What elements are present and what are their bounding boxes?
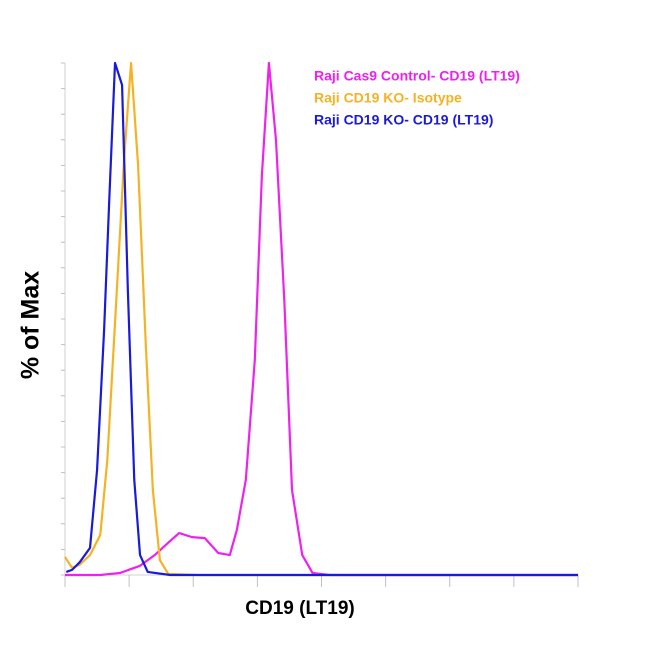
series-line — [64, 61, 578, 577]
x-axis-label: CD19 (LT19) — [245, 598, 354, 619]
legend-entry: Raji CD19 KO- CD19 (LT19) — [314, 112, 493, 128]
y-axis-label: % of Max — [17, 271, 45, 379]
legend-entry: Raji CD19 KO- Isotype — [314, 90, 462, 106]
series-line — [65, 61, 578, 577]
legend-entry: Raji Cas9 Control- CD19 (LT19) — [314, 68, 520, 84]
series-line — [65, 61, 578, 577]
